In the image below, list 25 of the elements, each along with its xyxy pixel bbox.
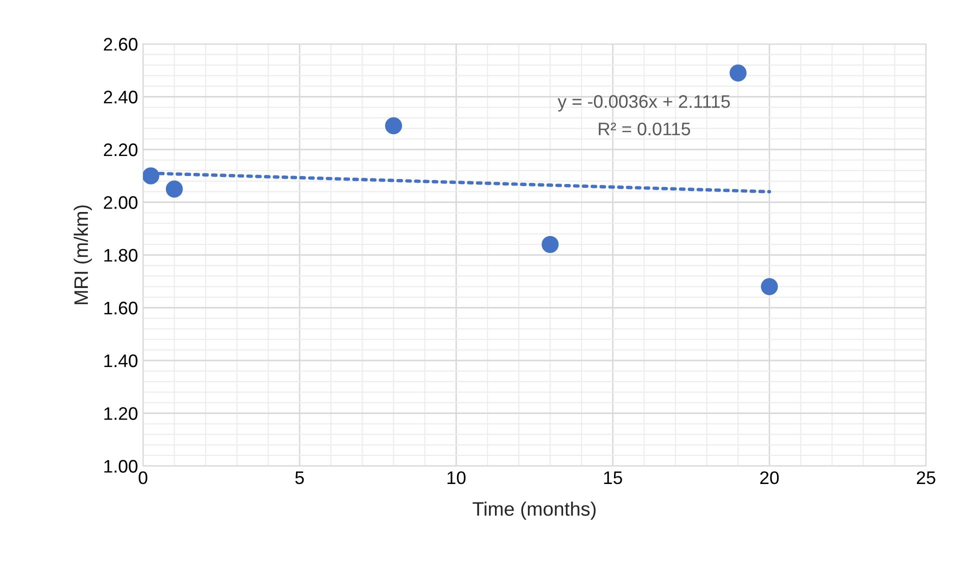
y-tick-label: 2.40	[104, 90, 138, 104]
y-tick-label: 2.20	[104, 143, 138, 156]
x-tick-label: 0	[138, 471, 148, 484]
y-tick-label: 1.00	[104, 460, 138, 473]
y-tick-label: 2.60	[104, 38, 138, 51]
x-tick-label: 15	[604, 472, 622, 484]
y-tick-label: 1.80	[104, 248, 138, 262]
point	[760, 278, 778, 296]
y-tick-label: 2.00	[104, 196, 138, 209]
y-axis-title: MRI (m/km)	[74, 205, 92, 304]
annotation: R² = 0.0115	[598, 122, 690, 136]
x-tick-label: 5	[295, 472, 304, 484]
y-tick-label: 1.40	[104, 354, 138, 368]
x-tick-label: 20	[760, 471, 779, 484]
point	[730, 64, 747, 82]
annotation: y = -0.0036x + 2.1115	[558, 95, 730, 112]
point	[542, 236, 559, 253]
y-tick-label: 1.60	[104, 302, 138, 314]
point	[166, 180, 183, 198]
y-tick-label: 1.20	[104, 407, 138, 420]
point	[385, 117, 402, 134]
point	[143, 167, 160, 184]
x-tick-label: 25	[916, 471, 936, 484]
x-tick-label: 10	[448, 471, 466, 484]
x-axis-title: Time (months)	[472, 502, 596, 520]
